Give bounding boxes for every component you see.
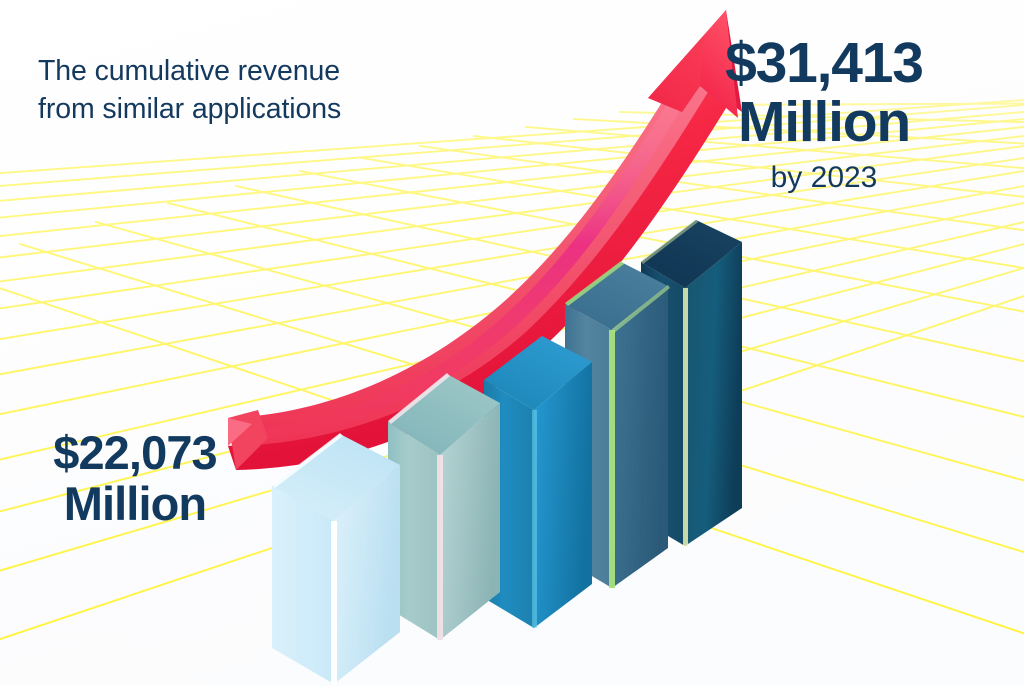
caption-line-2: from similar applications	[38, 93, 342, 126]
bar-3	[484, 336, 592, 628]
bar-1	[272, 433, 400, 684]
value-callout-right: $31,413 Million by 2023	[674, 31, 974, 196]
caption-text: The cumulative revenue from similar appl…	[38, 52, 438, 128]
value-right-timeframe: by 2023	[770, 160, 878, 194]
value-left-amount: $22,073	[53, 426, 217, 479]
growth-arrow	[228, 10, 742, 470]
value-right-amount: $31,413	[725, 31, 924, 95]
caption-line-1: The cumulative revenue	[38, 55, 340, 87]
value-callout-left: $22,073 Million	[10, 426, 260, 530]
value-right-unit: Million	[737, 90, 911, 155]
bar-2	[388, 373, 500, 640]
value-left-unit: Million	[63, 476, 207, 530]
